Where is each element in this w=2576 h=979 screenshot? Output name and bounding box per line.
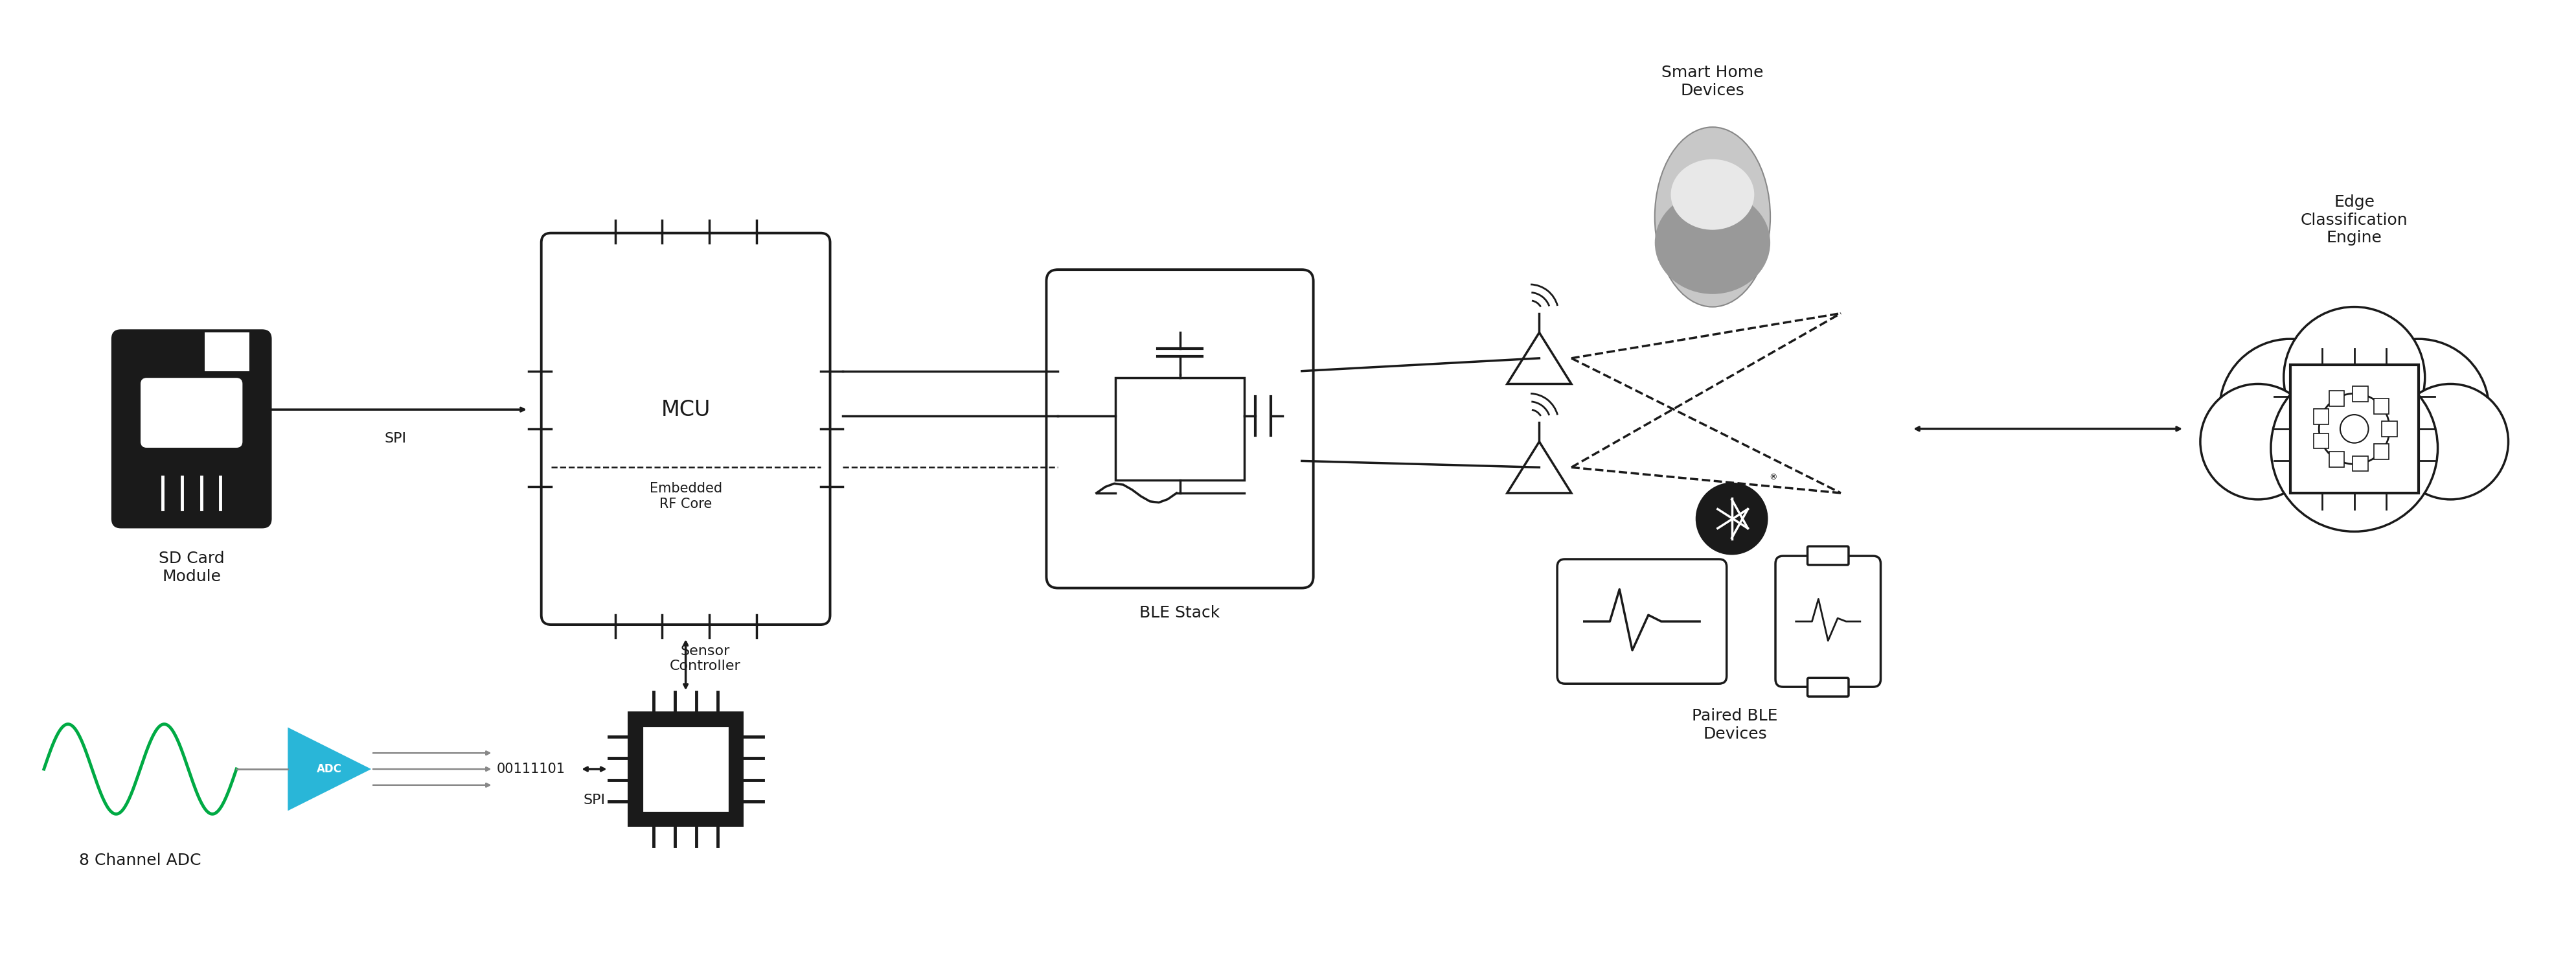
Text: Paired BLE
Devices: Paired BLE Devices — [1692, 708, 1777, 742]
Circle shape — [2221, 339, 2360, 480]
FancyBboxPatch shape — [1558, 559, 1726, 683]
Polygon shape — [1507, 333, 1571, 384]
Text: SD Card
Module: SD Card Module — [160, 551, 224, 584]
FancyBboxPatch shape — [2290, 364, 2419, 493]
Circle shape — [2393, 384, 2509, 499]
Text: 8 Channel ADC: 8 Channel ADC — [80, 853, 201, 868]
Ellipse shape — [1672, 160, 1754, 230]
FancyBboxPatch shape — [541, 233, 829, 625]
FancyBboxPatch shape — [111, 329, 270, 529]
Text: SPI: SPI — [384, 432, 407, 445]
FancyBboxPatch shape — [1046, 269, 1314, 588]
Ellipse shape — [1654, 127, 1770, 306]
Circle shape — [2285, 306, 2424, 448]
Text: Embedded
RF Core: Embedded RF Core — [649, 483, 721, 510]
Polygon shape — [1507, 442, 1571, 493]
FancyBboxPatch shape — [204, 333, 250, 371]
Circle shape — [2347, 339, 2488, 480]
FancyBboxPatch shape — [2329, 391, 2344, 406]
FancyBboxPatch shape — [2352, 456, 2367, 471]
FancyBboxPatch shape — [2372, 443, 2388, 459]
Text: ®: ® — [1770, 473, 1777, 482]
FancyBboxPatch shape — [1808, 677, 1850, 696]
Circle shape — [2272, 364, 2437, 532]
Text: ADC: ADC — [317, 764, 343, 775]
Text: 00111101: 00111101 — [497, 763, 564, 775]
FancyBboxPatch shape — [1775, 556, 1880, 687]
Circle shape — [2339, 415, 2367, 443]
Text: Edge
Classification
Engine: Edge Classification Engine — [2300, 194, 2409, 246]
Text: Smart Home
Devices: Smart Home Devices — [1662, 65, 1765, 98]
FancyBboxPatch shape — [1808, 546, 1850, 565]
FancyBboxPatch shape — [2329, 451, 2344, 467]
FancyBboxPatch shape — [629, 712, 744, 827]
Text: Sensor
Controller: Sensor Controller — [670, 645, 739, 673]
Text: MCU: MCU — [662, 398, 711, 420]
Circle shape — [2200, 384, 2316, 499]
FancyBboxPatch shape — [2383, 421, 2398, 437]
Circle shape — [1698, 484, 1767, 554]
FancyBboxPatch shape — [142, 379, 242, 446]
FancyBboxPatch shape — [2313, 433, 2329, 448]
Ellipse shape — [1654, 191, 1770, 294]
FancyBboxPatch shape — [2313, 409, 2329, 425]
FancyBboxPatch shape — [2372, 398, 2388, 414]
FancyBboxPatch shape — [2352, 387, 2367, 401]
Text: SPI: SPI — [582, 793, 605, 807]
Text: BLE Stack: BLE Stack — [1139, 605, 1221, 621]
Polygon shape — [289, 727, 371, 811]
FancyBboxPatch shape — [644, 727, 726, 811]
FancyBboxPatch shape — [1115, 378, 1244, 480]
Circle shape — [2318, 394, 2391, 464]
